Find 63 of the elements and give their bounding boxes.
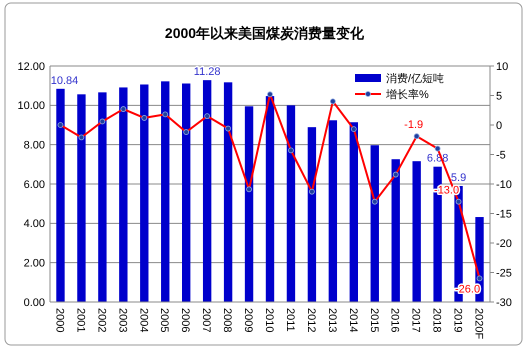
y2-tick-label: -20 [496,238,512,250]
x-tick-label: 2013 [326,308,338,332]
y2-tick-label: -15 [496,208,512,220]
bar [244,106,254,302]
y-tick-label: 4.00 [24,218,45,230]
x-tick-label: 2009 [242,308,254,332]
x-tick-label: 2014 [346,308,359,332]
x-tick-label: 2006 [179,308,192,332]
bar [266,96,274,302]
y2-tick-label: -30 [496,296,512,309]
data-label: 11.28 [194,66,220,78]
data-label: 5.9 [450,172,466,184]
x-tick-label: 2011 [284,308,296,332]
bar [350,122,358,302]
y-tick-label: 10.00 [17,100,45,112]
x-tick-label: 2017 [410,308,422,332]
x-tick-label: 2007 [200,308,212,332]
y2-tick-label: -25 [496,267,512,280]
x-tick-label: 2003 [116,308,128,332]
legend-label: 消费/亿短吨 [386,72,444,85]
x-tick-label: 2012 [304,308,317,332]
bar [98,92,107,302]
bar [161,81,170,302]
data-label: 10.84 [50,74,78,87]
data-label: -13.0 [434,184,460,197]
x-tick-label: 2018 [430,308,443,332]
y2-tick-label: 0 [496,120,502,132]
bar [370,145,379,302]
bar [140,84,148,302]
x-tick-label: 2004 [137,308,150,332]
bar [286,105,296,302]
x-tick-label: 2016 [388,308,401,332]
y-tick-label: 0.00 [24,296,45,309]
x-tick-label: 2020F [472,308,485,340]
y2-tick-label: 5 [496,90,502,102]
y2-tick-label: 10 [496,60,508,73]
x-tick-label: 2000 [53,308,66,332]
y2-tick-label: -5 [496,149,506,162]
x-tick-label: 2005 [158,308,170,332]
x-tick-label: 2008 [221,308,234,332]
chart-title: 2000年以来美国煤炭消费量变化 [164,25,366,41]
bar [202,80,212,302]
y-tick-label: 12.00 [17,60,45,73]
bar [182,84,190,302]
bar [392,159,400,302]
bar [77,94,86,302]
bar [224,82,232,302]
y-tick-label: 2.00 [24,258,45,270]
bar [328,120,338,302]
x-tick-label: 2001 [74,308,86,332]
bar [119,87,128,302]
bar [412,161,421,302]
legend-label: 增长率% [385,88,429,101]
y2-tick-label: -10 [496,178,512,191]
x-tick-label: 2015 [368,308,380,332]
y-tick-label: 8.00 [24,140,45,152]
bar [308,127,316,302]
x-tick-label: 2010 [263,308,275,332]
bar [56,88,65,302]
x-tick-label: 2019 [452,308,464,332]
y-tick-label: 6.00 [24,178,45,191]
data-label: -1.9 [404,119,424,132]
x-tick-label: 2002 [95,308,108,332]
